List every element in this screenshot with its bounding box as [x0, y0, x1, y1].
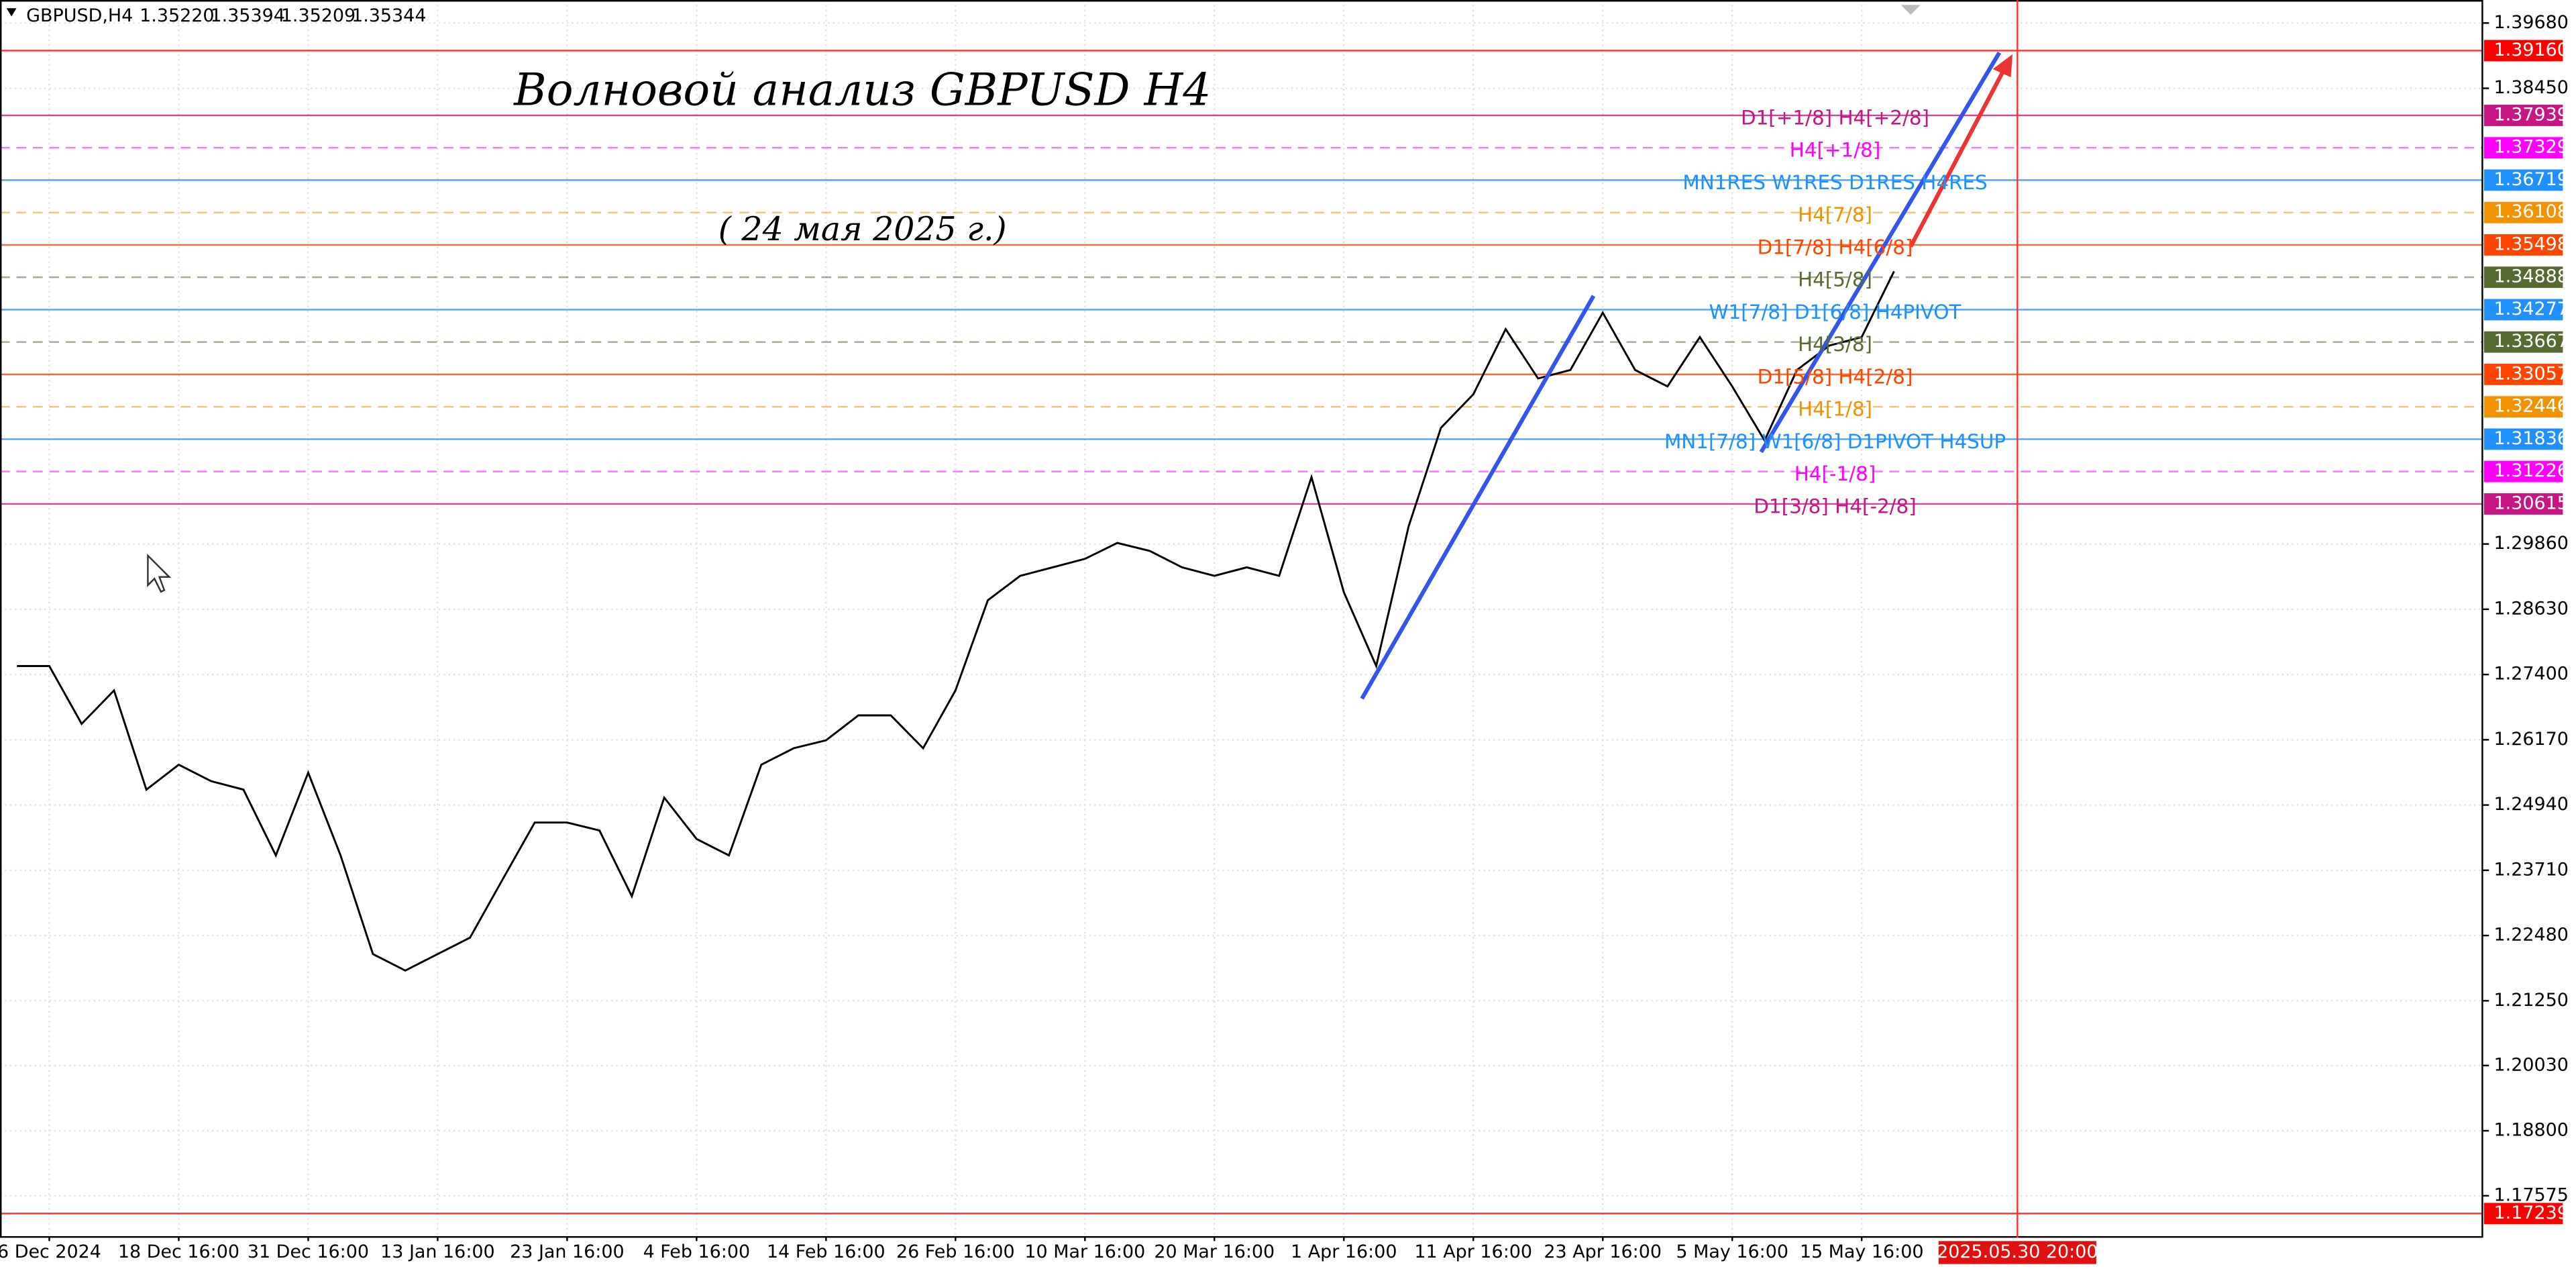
- level-price-box: [2483, 363, 2563, 385]
- chart-title: Волновой анализ GBPUSD H4: [513, 64, 1211, 116]
- level-price-box: [2483, 234, 2563, 256]
- level-price-label: 1.31226: [2494, 460, 2569, 481]
- y-tick-label: 1.17575: [2494, 1184, 2569, 1205]
- forecast-arrow: [1909, 68, 2006, 248]
- x-tick-label: 6 Dec 2024: [0, 1241, 101, 1262]
- level-price-label: 1.37939: [2494, 104, 2569, 125]
- level-price-box: [2483, 105, 2563, 126]
- level-price-box: [2483, 1203, 2563, 1225]
- chart-subtitle: ( 24 мая 2025 г.): [718, 210, 1007, 248]
- trend-line: [1759, 51, 2002, 454]
- level-price-label: 1.30615: [2494, 493, 2569, 513]
- level-price-box: [2483, 137, 2563, 159]
- y-tick-label: 1.21250: [2494, 990, 2569, 1011]
- x-tick-label: 23 Apr 16:00: [1544, 1241, 1662, 1262]
- levels: [0, 50, 2483, 1215]
- level-price-box: [2483, 266, 2563, 289]
- level-label: D1[+1/8] H4[+2/8]: [1741, 106, 1929, 129]
- series: [17, 270, 1895, 972]
- price-open: 1.35220: [140, 5, 214, 26]
- x-tick-label: 11 Apr 16:00: [1414, 1241, 1532, 1262]
- level-price-box: [2483, 299, 2563, 321]
- level-price-label: 1.31836: [2494, 428, 2569, 449]
- forecast-arrow-head: [1992, 54, 2012, 78]
- y-tick-label: 1.27400: [2494, 664, 2569, 684]
- symbol: GBPUSD,H4: [26, 5, 133, 26]
- x-tick-label: 14 Feb 16:00: [767, 1241, 885, 1262]
- y-tick-label: 1.18800: [2494, 1120, 2569, 1141]
- level-price-box: [2483, 460, 2563, 483]
- level-price-box: [2483, 40, 2563, 62]
- level-label: D1[5/8] H4[2/8]: [1758, 365, 1913, 388]
- x-tick-label: 23 Jan 16:00: [510, 1241, 625, 1262]
- level-price-box: [2483, 201, 2563, 223]
- cursor-label: 2025.05.30 20:00: [1937, 1241, 2098, 1262]
- price-low: 1.35209: [281, 5, 356, 26]
- y-tick-label: 1.28630: [2494, 598, 2569, 619]
- level-price-box: [2483, 331, 2563, 353]
- level-price-label: 1.39160: [2494, 40, 2569, 60]
- x-tick-label: 18 Dec 16:00: [118, 1241, 239, 1262]
- x-tick-label: 5 May 16:00: [1676, 1241, 1788, 1262]
- x-tick-label: 20 Mar 16:00: [1154, 1241, 1275, 1262]
- x-tick-label: 1 Apr 16:00: [1291, 1241, 1397, 1262]
- y-tick-label: 1.23710: [2494, 859, 2569, 880]
- level-price-label: 1.17239: [2494, 1203, 2569, 1223]
- price-high: 1.35394: [210, 5, 284, 26]
- level-price-label: 1.36108: [2494, 201, 2569, 222]
- level-price-label: 1.33667: [2494, 331, 2569, 352]
- level-price-box: [2483, 396, 2563, 418]
- level-price-box: [2483, 493, 2563, 515]
- level-label: H4[3/8]: [1798, 333, 1872, 356]
- x-tick-label: 15 May 16:00: [1800, 1241, 1924, 1262]
- level-price-label: 1.36719: [2494, 169, 2569, 190]
- level-label: H4[-1/8]: [1794, 462, 1876, 485]
- y-tick-label: 1.38450: [2494, 77, 2569, 98]
- level-label: MN1[7/8] W1[6/8] D1PIVOT H4SUP: [1664, 430, 2006, 453]
- menu-arrow: [6, 8, 17, 17]
- level-price-label: 1.37329: [2494, 137, 2569, 158]
- level-label: D1[7/8] H4[6/8]: [1758, 236, 1913, 258]
- y-tick-label: 1.22480: [2494, 925, 2569, 946]
- level-price-label: 1.34277: [2494, 299, 2569, 319]
- level-label: H4[1/8]: [1798, 398, 1872, 421]
- level-price-label: 1.34888: [2494, 266, 2569, 287]
- price-close: 1.35344: [352, 5, 426, 26]
- level-label: H4[5/8]: [1798, 268, 1872, 291]
- x-tick-label: 4 Feb 16:00: [643, 1241, 751, 1262]
- cursor-label-box: [1938, 1241, 2096, 1264]
- level-price-label: 1.33057: [2494, 363, 2569, 384]
- plot-frame: [0, 0, 2483, 1238]
- x-tick-label: 13 Jan 16:00: [380, 1241, 495, 1262]
- y-tick-label: 1.20030: [2494, 1054, 2569, 1075]
- y-tick-label: 1.39680: [2494, 12, 2569, 33]
- level-label: D1[3/8] H4[-2/8]: [1754, 495, 1916, 517]
- y-tick-label: 1.29860: [2494, 533, 2569, 554]
- level-price-box: [2483, 428, 2563, 450]
- price-line: [17, 270, 1895, 972]
- x-tick-label: 10 Mar 16:00: [1024, 1241, 1145, 1262]
- y-tick-label: 1.24940: [2494, 794, 2569, 815]
- x-tick-label: 31 Dec 16:00: [248, 1241, 369, 1262]
- level-price-label: 1.32446: [2494, 396, 2569, 417]
- level-price-box: [2483, 169, 2563, 191]
- level-label: H4[7/8]: [1798, 203, 1872, 226]
- x-tick-label: 26 Feb 16:00: [896, 1241, 1015, 1262]
- level-label: MN1RES W1RES D1RES H4RES: [1682, 171, 1987, 194]
- level-price-label: 1.35498: [2494, 234, 2569, 254]
- level-label: H4[+1/8]: [1790, 139, 1881, 162]
- y-tick-label: 1.26170: [2494, 729, 2569, 750]
- mouse-cursor: [147, 553, 172, 593]
- trend-line: [1360, 295, 1596, 700]
- scroll-marker: [1900, 5, 1921, 15]
- level-label: W1[7/8] D1[6/8] H4PIVOT: [1709, 301, 1962, 323]
